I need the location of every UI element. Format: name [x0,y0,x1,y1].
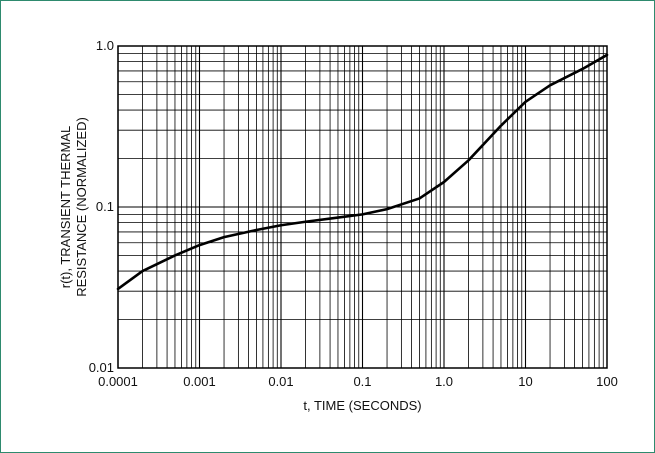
x-tick-label: 0.1 [353,374,371,389]
thermal-response-curve [116,53,609,291]
curve-layer [116,53,609,291]
tick-labels: 0.0001 0.001 0.01 0.1 1.0 10 100 0.01 0.1 1.0 [89,38,618,389]
plot-border [117,45,608,369]
x-tick-label: 0.01 [268,374,293,389]
y-tick-label: 0.1 [96,199,114,214]
x-axis-label: t, TIME (SECONDS) [303,398,421,413]
y-axis-label-line-1: r(t), TRANSIENT THERMAL [58,126,73,289]
x-tick-label: 1.0 [435,374,453,389]
y-tick-label: 1.0 [96,38,114,53]
x-tick-label: 0.001 [183,374,216,389]
x-tick-label: 0.0001 [98,374,138,389]
grid [117,46,607,369]
x-tick-label: 100 [596,374,618,389]
y-tick-label: 0.01 [89,360,114,375]
y-axis-label-line-2: RESISTANCE (NORMALIZED) [74,117,89,297]
x-tick-label: 10 [518,374,532,389]
